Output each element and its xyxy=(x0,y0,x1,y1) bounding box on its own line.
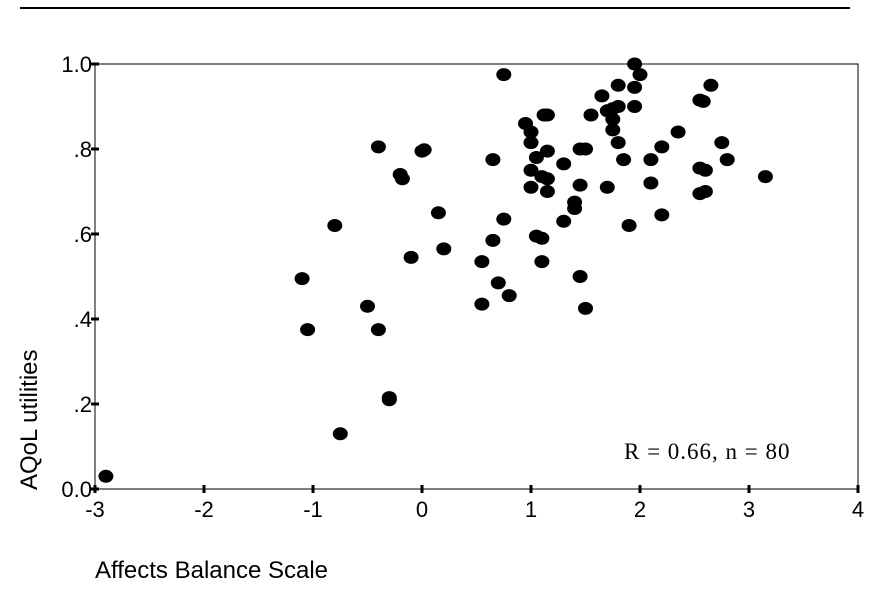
data-point xyxy=(654,140,670,154)
data-point xyxy=(632,68,648,82)
data-point xyxy=(654,208,670,222)
data-point xyxy=(714,136,730,150)
data-point xyxy=(670,125,686,139)
data-point xyxy=(523,163,539,177)
data-point xyxy=(621,219,637,232)
data-point xyxy=(627,100,643,113)
data-point xyxy=(474,297,490,311)
data-point xyxy=(578,142,593,156)
data-point xyxy=(416,143,432,157)
data-point xyxy=(490,276,506,290)
data-point xyxy=(474,255,490,269)
data-point xyxy=(98,469,114,483)
data-point xyxy=(695,94,711,108)
data-point xyxy=(360,299,375,313)
x-tick-label: 0 xyxy=(416,497,428,522)
data-point xyxy=(370,140,386,154)
data-point xyxy=(523,180,539,194)
data-point xyxy=(485,233,501,247)
data-point xyxy=(370,323,386,337)
data-point xyxy=(605,123,621,137)
data-point xyxy=(528,151,544,164)
data-point xyxy=(757,170,773,184)
data-point xyxy=(534,255,550,269)
y-tick-label: .4 xyxy=(74,307,92,332)
y-tick-label: .6 xyxy=(74,222,92,247)
data-point xyxy=(556,157,572,171)
x-tick-label: 2 xyxy=(634,497,646,522)
data-point xyxy=(572,270,588,283)
data-point xyxy=(523,125,539,139)
data-point xyxy=(327,219,343,232)
y-axis-title: AQoL utilities xyxy=(16,349,43,490)
data-point xyxy=(485,153,501,167)
data-point xyxy=(536,108,552,122)
data-point xyxy=(610,100,626,113)
data-point xyxy=(578,301,593,315)
data-points xyxy=(98,57,773,483)
data-point xyxy=(719,153,735,167)
data-point xyxy=(436,242,452,256)
annotation-label: R = 0.66, n = 80 xyxy=(624,439,791,464)
data-point xyxy=(583,108,599,122)
y-axis-ticks: 0.0 .2 .4 .6 .8 1.0 xyxy=(61,52,99,502)
data-point xyxy=(394,172,410,186)
data-point xyxy=(616,153,632,167)
data-point xyxy=(697,163,713,177)
data-point xyxy=(539,144,555,158)
data-point xyxy=(703,78,719,92)
y-tick-label: 1.0 xyxy=(61,52,92,77)
x-tick-label: -2 xyxy=(194,497,214,522)
plot-frame xyxy=(94,63,859,490)
data-point xyxy=(627,57,643,71)
x-axis-ticks: -3 -2 -1 0 1 2 3 4 xyxy=(85,485,864,522)
data-point xyxy=(539,172,555,186)
data-point xyxy=(610,136,626,150)
y-tick-label: .2 xyxy=(74,392,92,417)
data-point xyxy=(643,153,659,167)
data-point xyxy=(539,185,555,198)
data-point xyxy=(501,289,517,303)
data-point xyxy=(605,112,621,126)
data-point xyxy=(610,78,626,92)
data-point xyxy=(567,202,583,215)
x-tick-label: -1 xyxy=(303,497,323,522)
x-tick-label: 3 xyxy=(743,497,755,522)
y-tick-label: 0.0 xyxy=(61,477,92,502)
data-point xyxy=(594,89,610,103)
data-point xyxy=(643,176,659,190)
data-point xyxy=(556,214,572,228)
data-point xyxy=(627,80,643,94)
data-point xyxy=(430,206,446,220)
data-point xyxy=(496,212,512,226)
x-tick-label: -3 xyxy=(85,497,105,522)
x-axis-title: Affects Balance Scale xyxy=(95,557,328,584)
data-point xyxy=(496,68,512,82)
x-tick-label: 1 xyxy=(525,497,537,522)
data-point xyxy=(294,272,310,286)
x-tick-label: 4 xyxy=(852,497,864,522)
data-point xyxy=(403,250,419,264)
data-point xyxy=(381,393,397,407)
y-tick-label: .8 xyxy=(74,137,92,162)
data-point xyxy=(523,136,539,150)
data-point xyxy=(572,178,588,192)
data-point xyxy=(599,180,615,194)
data-point xyxy=(697,185,713,198)
data-point xyxy=(332,427,348,441)
data-point xyxy=(300,323,316,337)
data-point xyxy=(534,231,550,245)
